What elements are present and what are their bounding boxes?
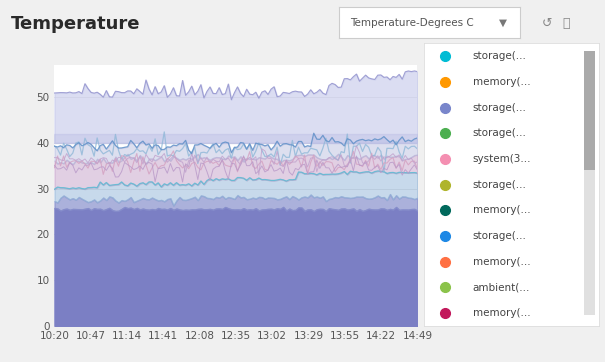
Text: ambient(...: ambient(... [473,282,530,292]
Text: Temperature: Temperature [11,15,140,33]
Text: memory(...: memory(... [473,77,530,87]
Text: storage(...: storage(... [473,51,526,61]
Text: system(3...: system(3... [473,154,531,164]
Text: ↺: ↺ [541,17,552,30]
Text: memory(...: memory(... [473,257,530,267]
Text: storage(...: storage(... [473,128,526,138]
Bar [584,51,595,169]
Text: storage(...: storage(... [473,231,526,241]
Text: memory(...: memory(... [473,205,530,215]
Text: ▼: ▼ [499,18,506,28]
Text: storage(...: storage(... [473,102,526,113]
Text: Temperature-Degrees C: Temperature-Degrees C [350,18,474,28]
Text: ⤢: ⤢ [563,17,570,30]
Text: storage(...: storage(... [473,180,526,190]
Text: memory(...: memory(... [473,308,530,318]
